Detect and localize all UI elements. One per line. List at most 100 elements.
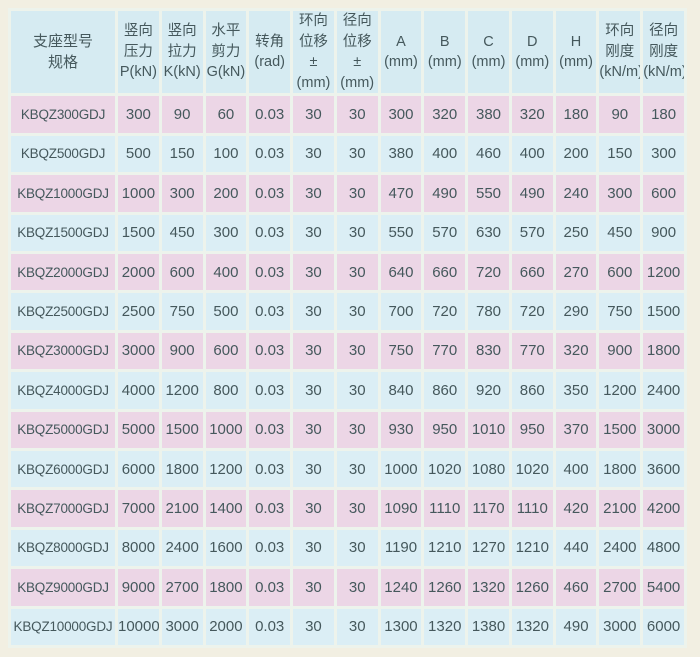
value-cell: 640 bbox=[380, 253, 422, 291]
value-cell: 100 bbox=[205, 135, 247, 173]
value-cell: 1800 bbox=[643, 332, 684, 370]
value-cell: 30 bbox=[293, 608, 334, 645]
value-cell: 10000 bbox=[118, 608, 159, 645]
value-cell: 0.03 bbox=[249, 175, 291, 212]
model-cell: KBQZ4000GDJ bbox=[11, 372, 115, 409]
value-cell: 90 bbox=[161, 96, 203, 133]
table-row: KBQZ4000GDJ 4000 1200 800 0.03 30 30 840 860 920 8… bbox=[11, 372, 684, 409]
value-cell: 1400 bbox=[205, 490, 247, 527]
value-cell: 30 bbox=[293, 214, 334, 251]
column-header: 径向 位移 ±(mm) bbox=[336, 11, 378, 94]
value-cell: 550 bbox=[380, 214, 422, 251]
value-cell: 1260 bbox=[511, 569, 553, 606]
value-cell: 200 bbox=[555, 135, 597, 173]
value-cell: 0.03 bbox=[249, 214, 291, 251]
column-header: 竖向 拉力 K(kN) bbox=[161, 11, 203, 94]
value-cell: 1500 bbox=[643, 293, 684, 330]
value-cell: 0.03 bbox=[249, 569, 291, 606]
value-cell: 150 bbox=[599, 135, 641, 173]
value-cell: 180 bbox=[555, 96, 597, 133]
value-cell: 1320 bbox=[424, 608, 466, 645]
value-cell: 1020 bbox=[511, 450, 553, 488]
value-cell: 0.03 bbox=[249, 135, 291, 173]
value-cell: 200 bbox=[205, 175, 247, 212]
value-cell: 0.03 bbox=[249, 490, 291, 527]
value-cell: 400 bbox=[424, 135, 466, 173]
value-cell: 0.03 bbox=[249, 411, 291, 448]
value-cell: 1200 bbox=[599, 372, 641, 409]
value-cell: 1200 bbox=[643, 253, 684, 291]
value-cell: 840 bbox=[380, 372, 422, 409]
value-cell: 2500 bbox=[118, 293, 159, 330]
value-cell: 30 bbox=[336, 608, 378, 645]
value-cell: 3600 bbox=[643, 450, 684, 488]
model-cell: KBQZ5000GDJ bbox=[11, 411, 115, 448]
model-cell: KBQZ300GDJ bbox=[11, 96, 115, 133]
value-cell: 30 bbox=[293, 253, 334, 291]
value-cell: 0.03 bbox=[249, 372, 291, 409]
value-cell: 370 bbox=[555, 411, 597, 448]
column-header: A (mm) bbox=[380, 11, 422, 94]
table-row: KBQZ1000GDJ 1000 300 200 0.03 30 30 470 490 550 49… bbox=[11, 175, 684, 212]
column-header: 环向 位移 ±(mm) bbox=[293, 11, 334, 94]
value-cell: 30 bbox=[293, 332, 334, 370]
value-cell: 320 bbox=[555, 332, 597, 370]
value-cell: 90 bbox=[599, 96, 641, 133]
model-cell: KBQZ500GDJ bbox=[11, 135, 115, 173]
value-cell: 0.03 bbox=[249, 332, 291, 370]
table-row: KBQZ10000GDJ 10000 3000 2000 0.03 30 30 1300 132… bbox=[11, 608, 684, 645]
value-cell: 490 bbox=[555, 608, 597, 645]
model-cell: KBQZ9000GDJ bbox=[11, 569, 115, 606]
value-cell: 3000 bbox=[643, 411, 684, 448]
value-cell: 30 bbox=[336, 529, 378, 567]
value-cell: 1200 bbox=[161, 372, 203, 409]
value-cell: 2400 bbox=[643, 372, 684, 409]
value-cell: 1380 bbox=[468, 608, 509, 645]
value-cell: 600 bbox=[599, 253, 641, 291]
value-cell: 4200 bbox=[643, 490, 684, 527]
value-cell: 420 bbox=[555, 490, 597, 527]
model-cell: KBQZ6000GDJ bbox=[11, 450, 115, 488]
value-cell: 2400 bbox=[599, 529, 641, 567]
model-cell: KBQZ2000GDJ bbox=[11, 253, 115, 291]
value-cell: 30 bbox=[293, 490, 334, 527]
value-cell: 570 bbox=[511, 214, 553, 251]
value-cell: 700 bbox=[380, 293, 422, 330]
table-row: KBQZ3000GDJ 3000 900 600 0.03 30 30 750 770 830 77… bbox=[11, 332, 684, 370]
value-cell: 8000 bbox=[118, 529, 159, 567]
model-cell: KBQZ1500GDJ bbox=[11, 214, 115, 251]
value-cell: 5400 bbox=[643, 569, 684, 606]
column-header: D (mm) bbox=[511, 11, 553, 94]
value-cell: 3000 bbox=[118, 332, 159, 370]
value-cell: 1260 bbox=[424, 569, 466, 606]
value-cell: 720 bbox=[468, 253, 509, 291]
value-cell: 3000 bbox=[161, 608, 203, 645]
value-cell: 0.03 bbox=[249, 293, 291, 330]
header-row: 支座型号 规格 竖向 压力 P(kN) 竖向 拉力 K(kN) 水平 剪力 G(kN)… bbox=[11, 11, 684, 94]
value-cell: 30 bbox=[293, 372, 334, 409]
table-row: KBQZ300GDJ 300 90 60 0.03 30 30 300 320 380 320 180… bbox=[11, 96, 684, 133]
table-row: KBQZ6000GDJ 6000 1800 1200 0.03 30 30 1000 1020 1… bbox=[11, 450, 684, 488]
value-cell: 30 bbox=[336, 293, 378, 330]
value-cell: 600 bbox=[643, 175, 684, 212]
value-cell: 2100 bbox=[161, 490, 203, 527]
table-row: KBQZ5000GDJ 5000 1500 1000 0.03 30 30 930 950 101… bbox=[11, 411, 684, 448]
value-cell: 0.03 bbox=[249, 529, 291, 567]
value-cell: 7000 bbox=[118, 490, 159, 527]
value-cell: 30 bbox=[293, 293, 334, 330]
table-header: 支座型号 规格 竖向 压力 P(kN) 竖向 拉力 K(kN) 水平 剪力 G(kN)… bbox=[11, 11, 684, 94]
value-cell: 720 bbox=[511, 293, 553, 330]
value-cell: 770 bbox=[424, 332, 466, 370]
value-cell: 0.03 bbox=[249, 450, 291, 488]
value-cell: 1170 bbox=[468, 490, 509, 527]
value-cell: 30 bbox=[293, 569, 334, 606]
value-cell: 3000 bbox=[599, 608, 641, 645]
value-cell: 660 bbox=[424, 253, 466, 291]
value-cell: 830 bbox=[468, 332, 509, 370]
value-cell: 900 bbox=[161, 332, 203, 370]
value-cell: 300 bbox=[205, 214, 247, 251]
column-header: 竖向 压力 P(kN) bbox=[118, 11, 159, 94]
value-cell: 1210 bbox=[511, 529, 553, 567]
column-header: 支座型号 规格 bbox=[11, 11, 115, 94]
value-cell: 1500 bbox=[599, 411, 641, 448]
